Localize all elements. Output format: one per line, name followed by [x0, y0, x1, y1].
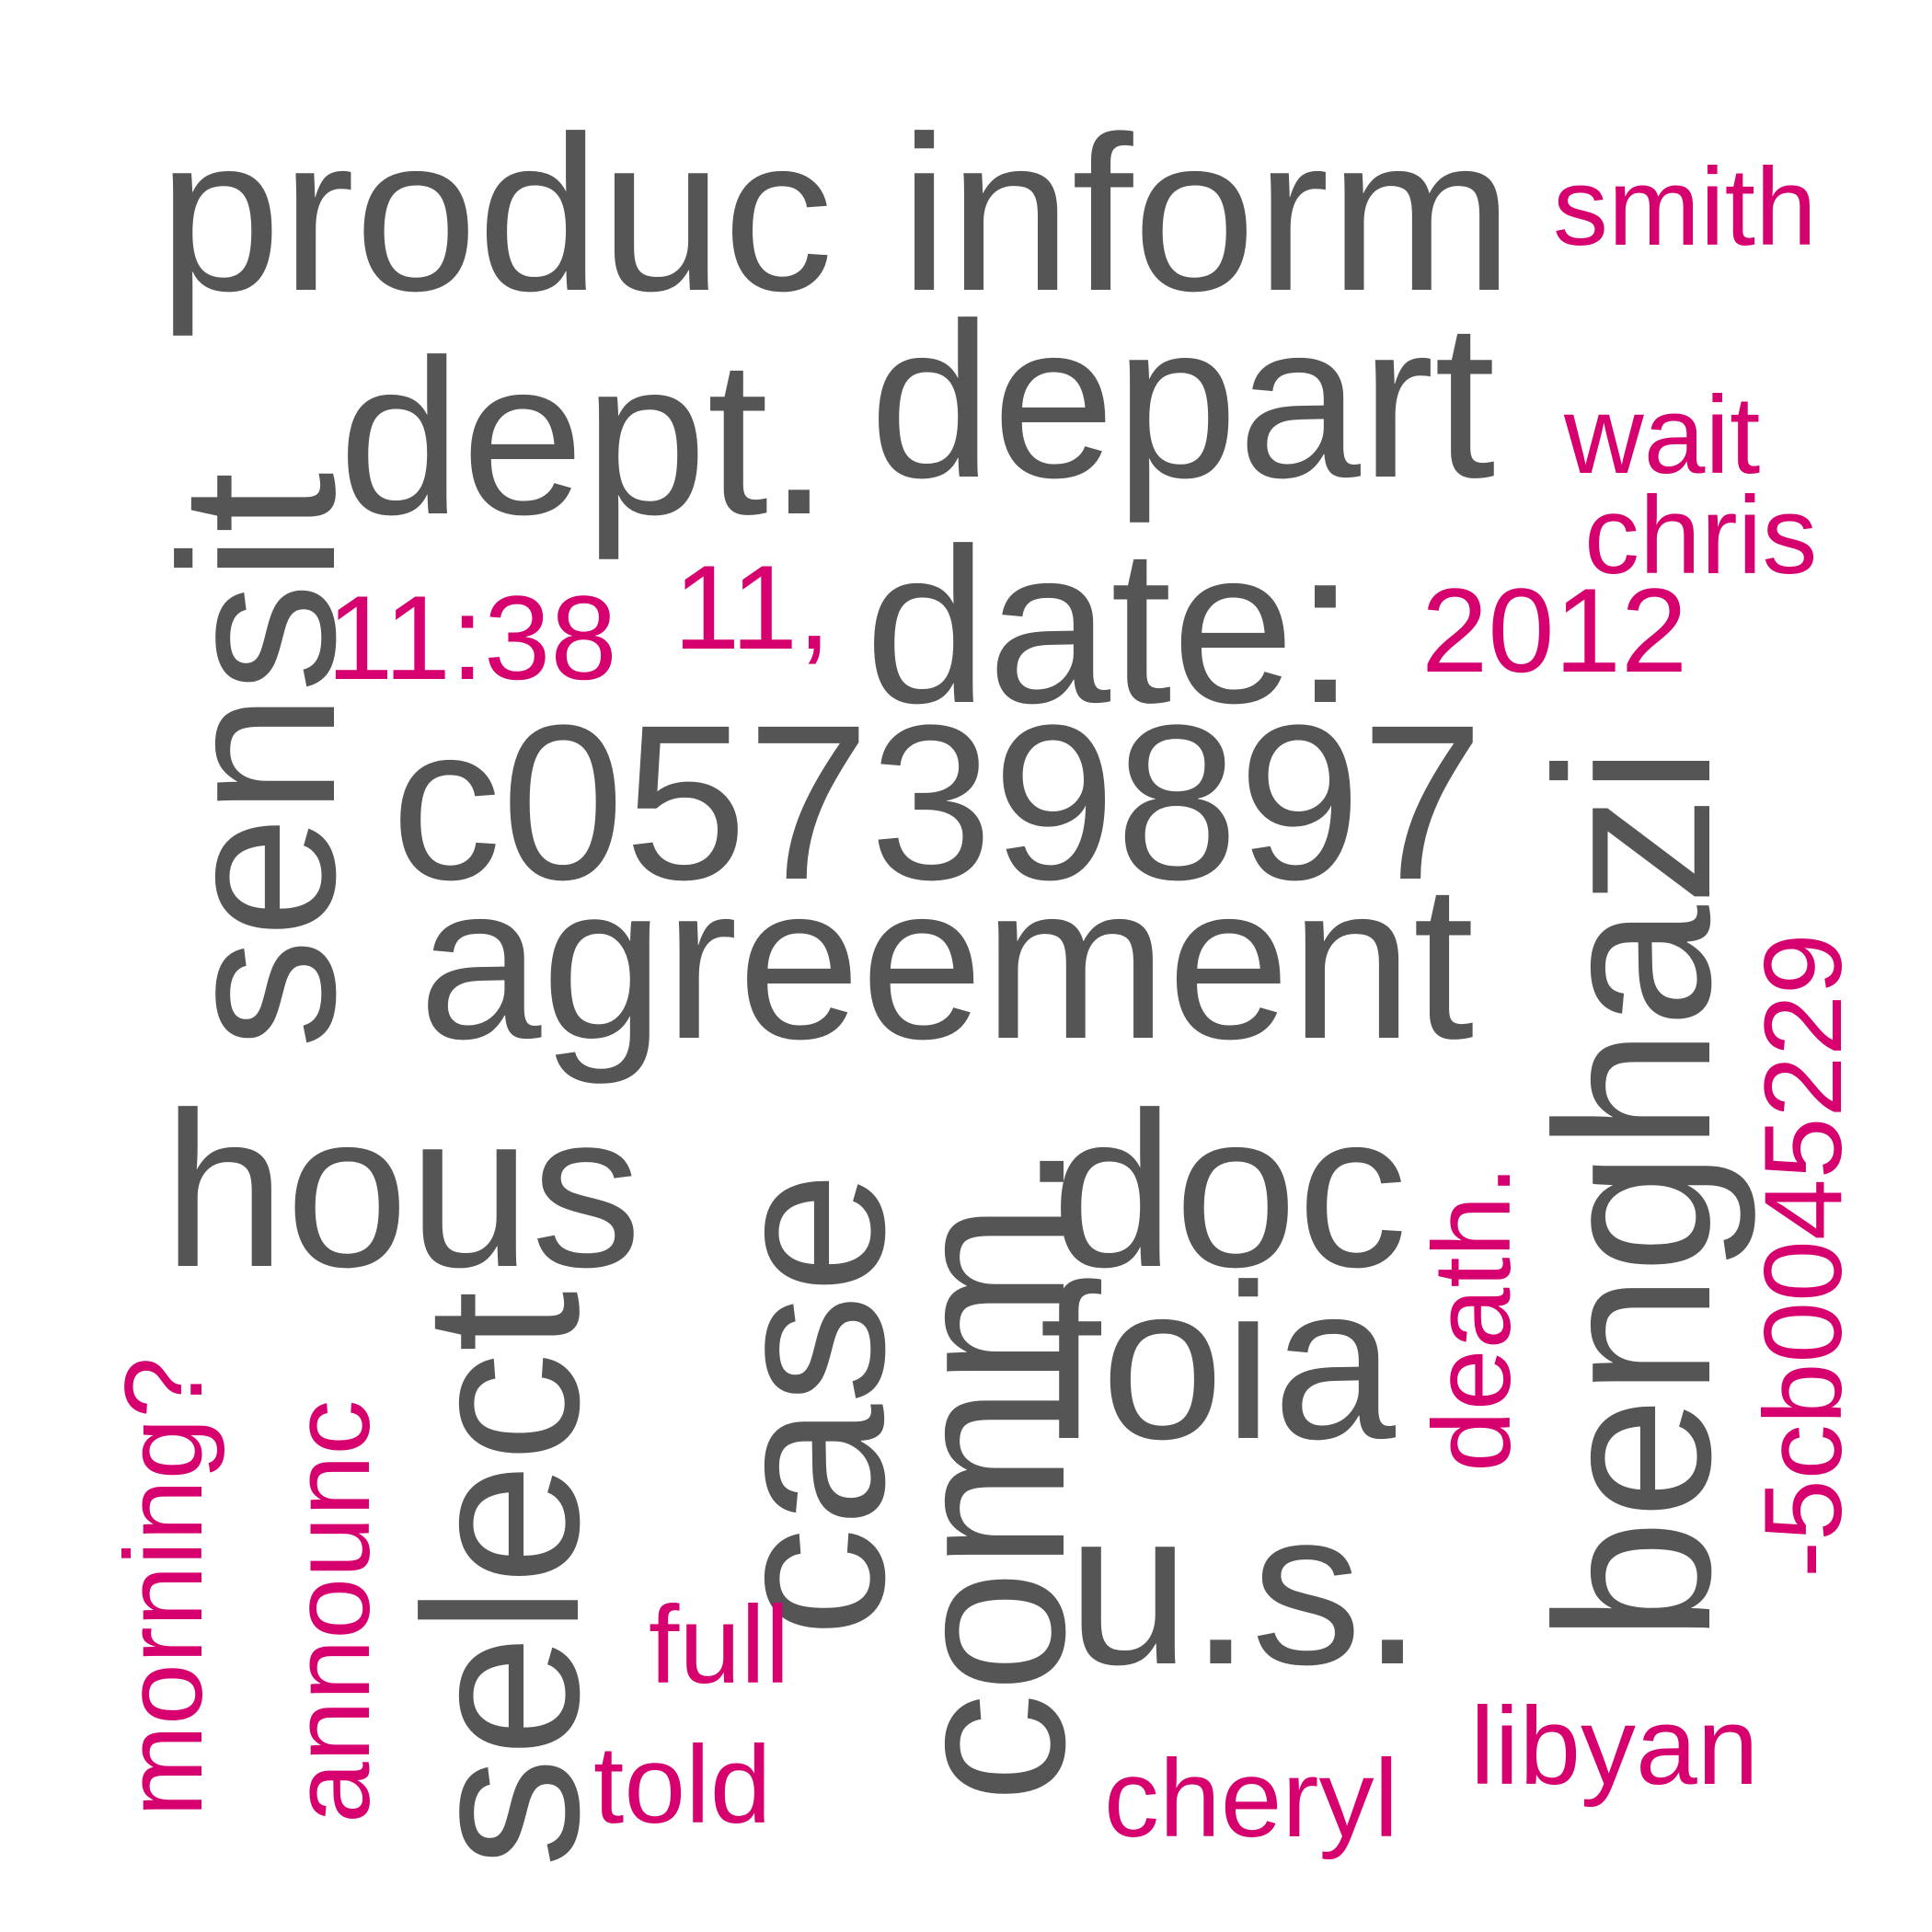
word-inform: inform — [900, 90, 1513, 337]
word-c05739897: c05739897 — [391, 679, 1484, 926]
word-us: u.s. — [1067, 1464, 1423, 1710]
word-code: -5cb0045229 — [1742, 933, 1865, 1578]
word-benghazi: benghazi — [1510, 745, 1756, 1642]
word-comm: comm. — [864, 1141, 1110, 1803]
word-select: select — [378, 1291, 625, 1868]
word-morning: morning? — [102, 1356, 225, 1817]
word-announc: announc — [270, 1399, 393, 1823]
word-hous: hous — [163, 1066, 642, 1313]
word-dept: dept. — [339, 314, 830, 560]
word-told: told — [593, 1723, 772, 1846]
word-sensit: sensit — [134, 472, 381, 1049]
word-chris: chris — [1584, 474, 1818, 597]
word-death: death. — [1410, 1165, 1534, 1472]
word-cheryl: cheryl — [1104, 1737, 1399, 1860]
word-eleven: 11, — [673, 540, 832, 674]
word-doc: doc — [1052, 1066, 1408, 1313]
word-produc: produc — [158, 90, 834, 337]
word-libyan: libyan — [1470, 1685, 1759, 1808]
word-year: 2012 — [1421, 563, 1688, 697]
word-depart: depart — [869, 277, 1496, 523]
word-agreement: agreement — [419, 838, 1475, 1085]
word-full: full — [649, 1583, 790, 1707]
word-wait: wait — [1564, 374, 1761, 497]
word-date: date: — [865, 502, 1356, 749]
word-foia: foia — [1040, 1238, 1396, 1485]
word-time: 11:38 — [327, 570, 617, 705]
word-smith: smith — [1553, 145, 1817, 269]
